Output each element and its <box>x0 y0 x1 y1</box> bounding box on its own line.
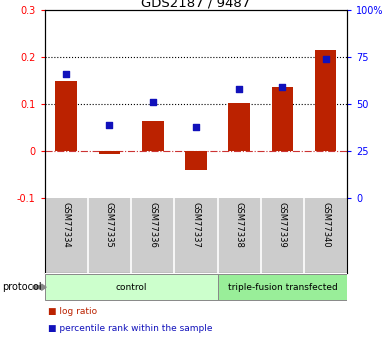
Point <box>63 71 69 77</box>
Bar <box>55 81 77 151</box>
Text: GSM77340: GSM77340 <box>321 202 330 248</box>
Point <box>236 87 242 92</box>
Text: GSM77334: GSM77334 <box>62 202 71 248</box>
Text: ■ log ratio: ■ log ratio <box>48 307 98 316</box>
Point <box>279 85 286 90</box>
Point <box>193 124 199 130</box>
Text: GSM77335: GSM77335 <box>105 202 114 248</box>
Bar <box>45 274 218 300</box>
Text: GSM77336: GSM77336 <box>148 202 157 248</box>
Text: GSM77338: GSM77338 <box>235 202 244 248</box>
Point <box>106 122 113 128</box>
Point <box>150 100 156 105</box>
Bar <box>229 104 250 151</box>
Bar <box>99 151 120 154</box>
Text: GSM77339: GSM77339 <box>278 202 287 248</box>
Text: control: control <box>115 283 147 292</box>
Point <box>322 57 329 62</box>
Bar <box>272 87 293 151</box>
Text: GSM77337: GSM77337 <box>191 202 201 248</box>
Text: triple-fusion transfected: triple-fusion transfected <box>227 283 337 292</box>
Text: protocol: protocol <box>2 282 42 292</box>
Text: ■ percentile rank within the sample: ■ percentile rank within the sample <box>48 324 213 333</box>
Bar <box>315 50 336 151</box>
Bar <box>185 151 207 170</box>
Bar <box>218 274 347 300</box>
Bar <box>142 121 163 151</box>
Title: GDS2187 / 9487: GDS2187 / 9487 <box>141 0 251 9</box>
